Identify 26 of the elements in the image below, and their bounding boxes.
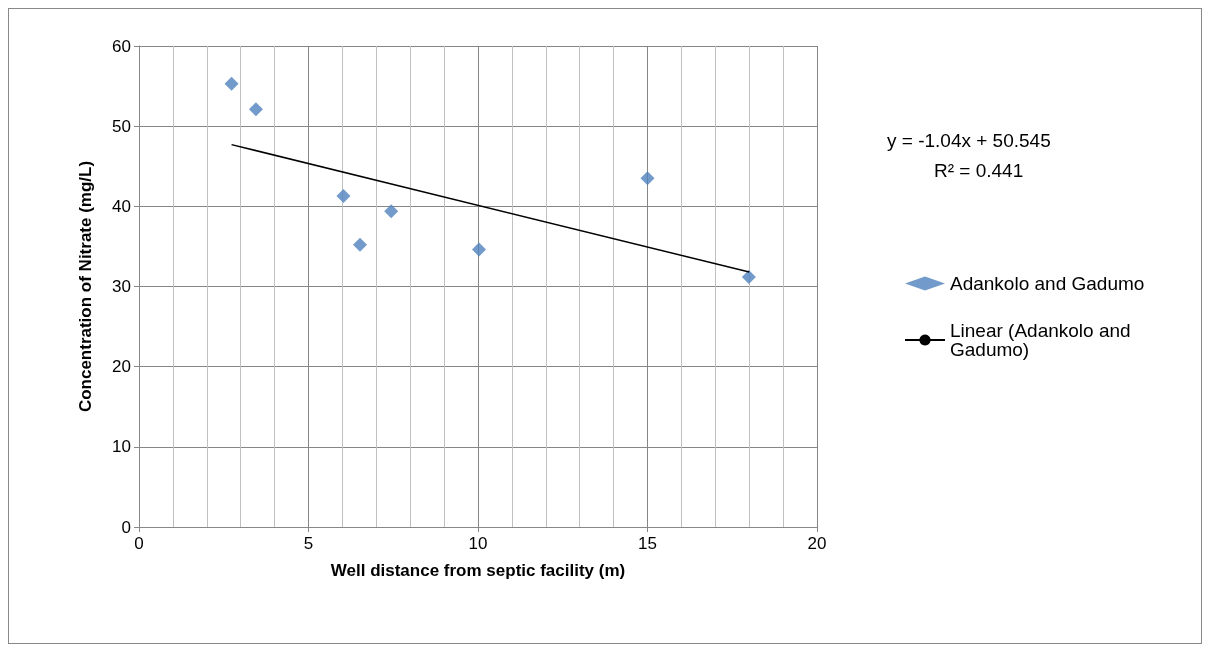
point [336, 188, 351, 203]
x-tick-label: 15 [638, 534, 657, 553]
x-axis-title: Well distance from septic facility (m) [330, 561, 626, 580]
y-tick-label: 50 [112, 116, 131, 136]
point [472, 242, 487, 257]
point [248, 102, 263, 117]
y-tick-label: 0 [121, 517, 131, 537]
legend-label: Linear (Adankolo and Gadumo) [950, 320, 1136, 360]
y-tick-label: 60 [112, 36, 131, 56]
point [353, 237, 368, 252]
y-tick-label: 20 [112, 357, 131, 377]
text: y = -1.04x + 50.545 [887, 130, 1051, 151]
point [384, 204, 399, 219]
y-tick-label: 30 [112, 277, 131, 296]
x-tick-label: 0 [134, 534, 144, 553]
legend-label: Adankolo and Gadumo [950, 273, 1145, 294]
point [224, 76, 239, 91]
x-tick-label: 5 [303, 534, 314, 553]
y-tick-label: 40 [112, 196, 131, 216]
x-tick-label: 20 [807, 534, 827, 553]
point [741, 269, 756, 284]
text: R² = 0.441 [934, 160, 1024, 181]
y-tick-label: 10 [112, 437, 131, 457]
point [640, 171, 655, 186]
x-tick-label: 10 [468, 534, 488, 553]
y-axis-title: Concentration of Nitrate (mg/L) [76, 160, 95, 413]
